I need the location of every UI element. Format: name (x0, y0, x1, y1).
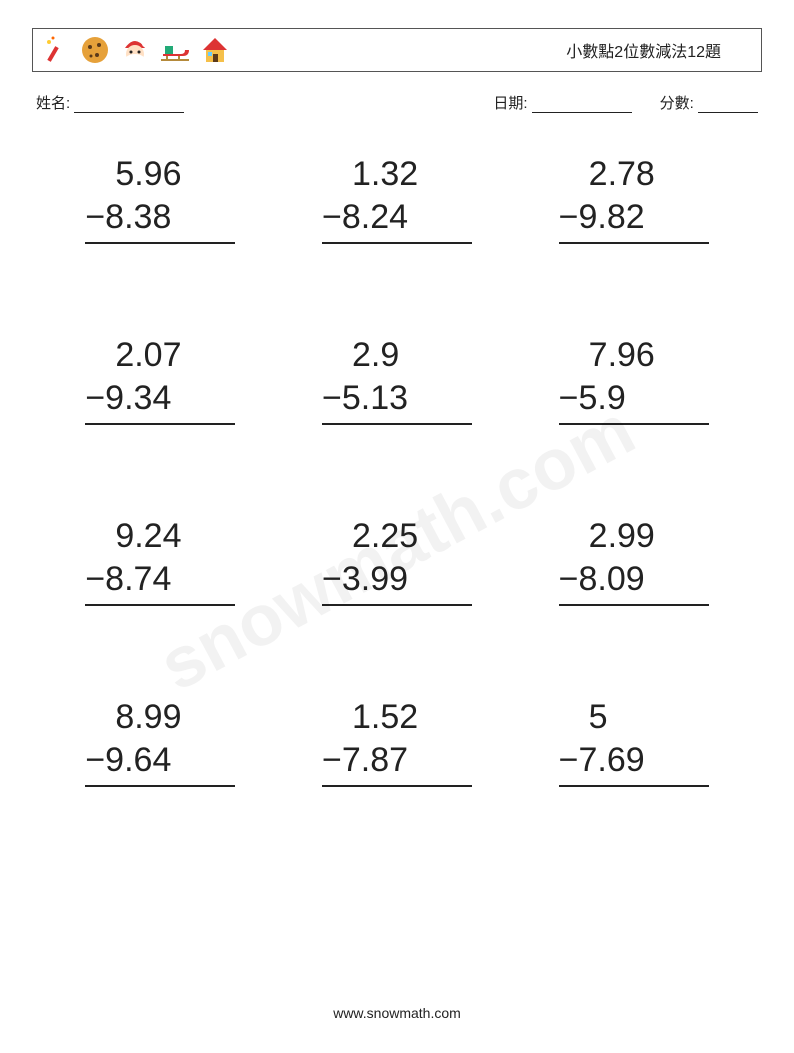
problem-top: 5 (559, 696, 709, 739)
problem-rule (559, 423, 709, 425)
problem-bottom: −3.99 (322, 558, 472, 601)
problem-bottom: −7.69 (559, 739, 709, 782)
problem-bottom: −8.24 (322, 196, 472, 239)
problem-top: 2.25 (322, 515, 472, 558)
problem-rule (85, 604, 235, 606)
problem-rule (85, 423, 235, 425)
name-label: 姓名: (36, 95, 70, 112)
problem: 5−7.69 (515, 696, 752, 787)
problem: 2.25−3.99 (279, 515, 516, 606)
problem-top: 1.32 (322, 153, 472, 196)
problem-bottom: −9.64 (85, 739, 235, 782)
problem-top: 2.78 (559, 153, 709, 196)
problem-rule (322, 785, 472, 787)
score-label: 分數: (660, 95, 694, 112)
score-blank[interactable] (698, 112, 758, 113)
problem: 7.96−5.9 (515, 334, 752, 425)
fields-row: 姓名: 日期: 分數: (32, 92, 762, 113)
date-blank[interactable] (532, 112, 632, 113)
header-box: 小數點2位數減法12題 (32, 28, 762, 72)
problem-top: 2.9 (322, 334, 472, 377)
problem-rule (85, 785, 235, 787)
santa-icon (119, 34, 151, 66)
problem: 2.07−9.34 (42, 334, 279, 425)
problem-bottom: −8.09 (559, 558, 709, 601)
name-blank[interactable] (74, 112, 184, 113)
problem-top: 2.07 (85, 334, 235, 377)
problem-bottom: −7.87 (322, 739, 472, 782)
footer-url: www.snowmath.com (0, 1005, 794, 1021)
icon-strip (39, 34, 231, 66)
problem-top: 5.96 (85, 153, 235, 196)
problem-top: 9.24 (85, 515, 235, 558)
date-label: 日期: (493, 95, 527, 112)
problem-top: 7.96 (559, 334, 709, 377)
problem: 2.9−5.13 (279, 334, 516, 425)
firecracker-icon (39, 34, 71, 66)
problem: 9.24−8.74 (42, 515, 279, 606)
problem-bottom: −8.74 (85, 558, 235, 601)
problem-rule (559, 242, 709, 244)
problem-bottom: −8.38 (85, 196, 235, 239)
problem-bottom: −5.9 (559, 377, 709, 420)
worksheet-title: 小數點2位數減法12題 (566, 38, 721, 62)
cookie-icon (79, 34, 111, 66)
problem-top: 8.99 (85, 696, 235, 739)
problem-top: 1.52 (322, 696, 472, 739)
problem-rule (85, 242, 235, 244)
problem-rule (559, 604, 709, 606)
problem-rule (322, 604, 472, 606)
problem: 1.32−8.24 (279, 153, 516, 244)
problem: 5.96−8.38 (42, 153, 279, 244)
problem: 1.52−7.87 (279, 696, 516, 787)
problem-rule (322, 242, 472, 244)
problem-rule (322, 423, 472, 425)
problem-bottom: −5.13 (322, 377, 472, 420)
problem: 2.78−9.82 (515, 153, 752, 244)
problem-bottom: −9.34 (85, 377, 235, 420)
problem-rule (559, 785, 709, 787)
sleigh-icon (159, 34, 191, 66)
problem-top: 2.99 (559, 515, 709, 558)
house-icon (199, 34, 231, 66)
problems-grid: 5.96−8.381.32−8.242.78−9.822.07−9.342.9−… (32, 153, 762, 787)
problem: 8.99−9.64 (42, 696, 279, 787)
problem: 2.99−8.09 (515, 515, 752, 606)
problem-bottom: −9.82 (559, 196, 709, 239)
